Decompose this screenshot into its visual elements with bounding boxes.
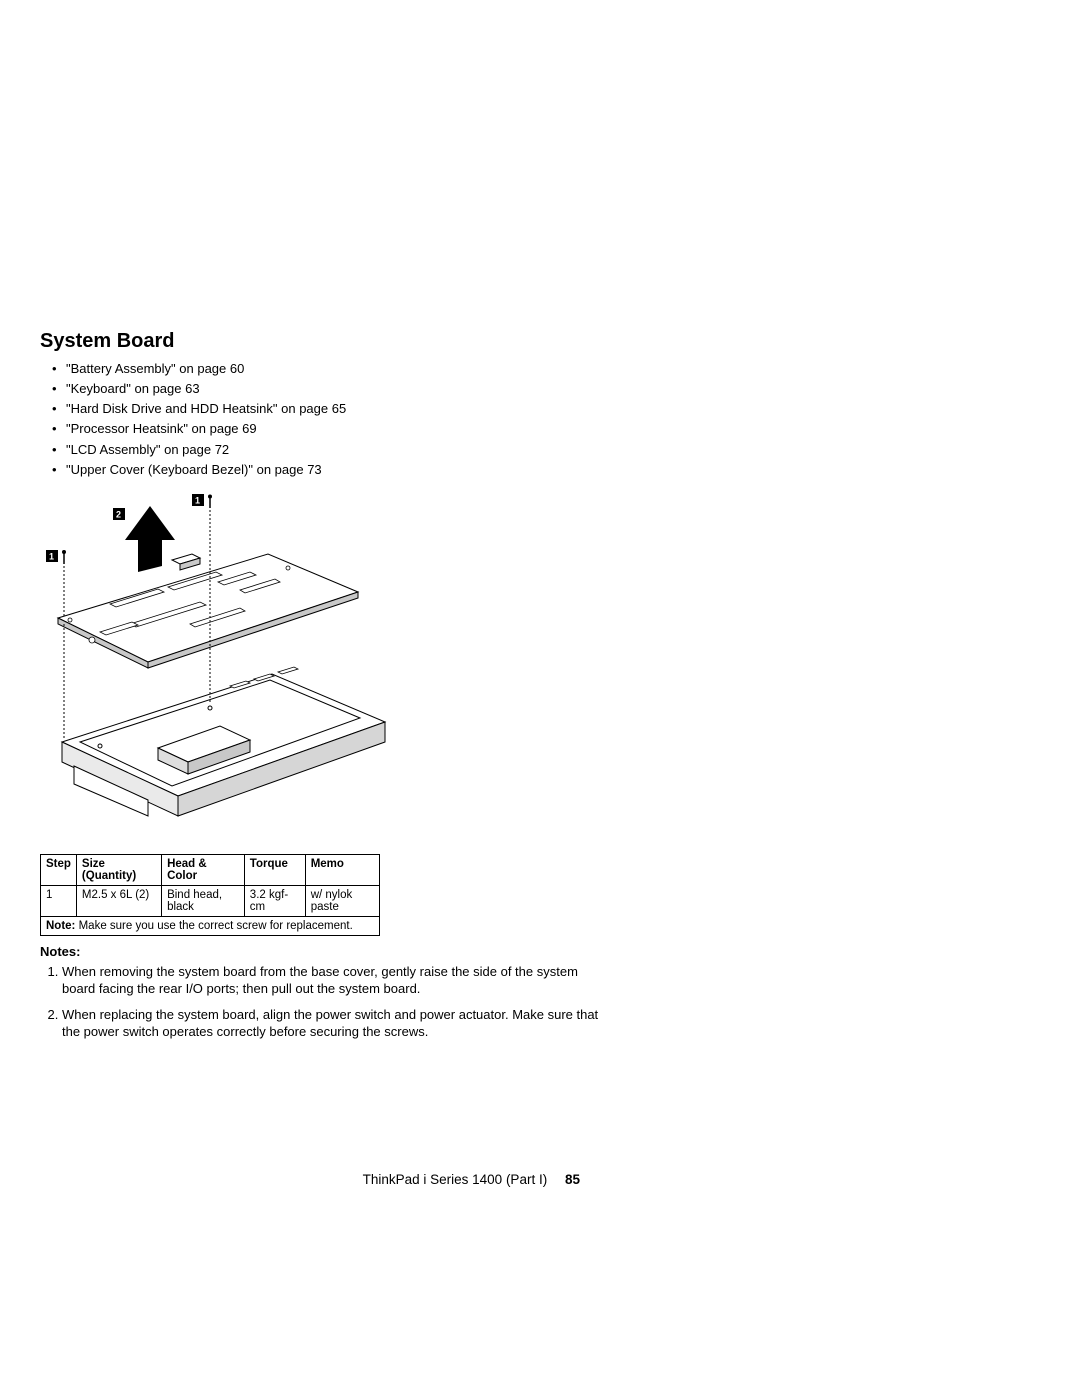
screw-table: Step Size (Quantity) Head & Color Torque…	[40, 854, 380, 936]
reference-item: "LCD Assembly" on page 72	[40, 440, 600, 460]
cell-memo: w/ nylok paste	[305, 885, 379, 916]
base-cover-shape	[62, 667, 385, 816]
reference-item: "Keyboard" on page 63	[40, 379, 600, 399]
note-text: Make sure you use the correct screw for …	[79, 920, 353, 932]
svg-text:1: 1	[195, 495, 200, 505]
removal-arrow	[125, 506, 175, 572]
col-size: Size (Quantity)	[76, 854, 161, 885]
table-note-row: Note: Make sure you use the correct scre…	[41, 916, 380, 935]
callout-1b-group: 1	[192, 494, 212, 508]
section-heading: System Board	[40, 330, 600, 353]
cell-size: M2.5 x 6L (2)	[76, 885, 161, 916]
notes-heading: Notes:	[40, 944, 600, 959]
content-region: System Board "Battery Assembly" on page …	[40, 330, 600, 1049]
reference-item: "Processor Heatsink" on page 69	[40, 419, 600, 439]
diagram-svg: 1 1 2	[40, 494, 400, 844]
cell-torque: 3.2 kgf-cm	[244, 885, 305, 916]
note-item: When replacing the system board, align t…	[62, 1006, 600, 1041]
col-step: Step	[41, 854, 77, 885]
exploded-diagram: 1 1 2	[40, 494, 400, 844]
footer-text: ThinkPad i Series 1400 (Part I)	[363, 1172, 548, 1187]
reference-item: "Upper Cover (Keyboard Bezel)" on page 7…	[40, 460, 600, 480]
note-item: When removing the system board from the …	[62, 963, 600, 998]
cell-head: Bind head, black	[162, 885, 245, 916]
col-torque: Torque	[244, 854, 305, 885]
table-row: 1 M2.5 x 6L (2) Bind head, black 3.2 kgf…	[41, 885, 380, 916]
page-container: System Board "Battery Assembly" on page …	[0, 0, 1080, 1397]
notes-list: When removing the system board from the …	[40, 963, 600, 1041]
table-header-row: Step Size (Quantity) Head & Color Torque…	[41, 854, 380, 885]
reference-list: "Battery Assembly" on page 60 "Keyboard"…	[40, 359, 600, 480]
callout-1-label: 1	[49, 551, 54, 561]
col-memo: Memo	[305, 854, 379, 885]
system-board-shape	[58, 554, 358, 668]
cell-step: 1	[41, 885, 77, 916]
reference-item: "Battery Assembly" on page 60	[40, 359, 600, 379]
col-head: Head & Color	[162, 854, 245, 885]
callout-1-group: 1	[46, 550, 66, 564]
callout-2-group: 2	[113, 508, 125, 520]
callout-2-label: 2	[116, 509, 121, 519]
reference-item: "Hard Disk Drive and HDD Heatsink" on pa…	[40, 399, 600, 419]
page-footer: ThinkPad i Series 1400 (Part I) 85	[0, 1172, 580, 1187]
page-number: 85	[565, 1172, 580, 1187]
note-label: Note:	[46, 920, 75, 932]
